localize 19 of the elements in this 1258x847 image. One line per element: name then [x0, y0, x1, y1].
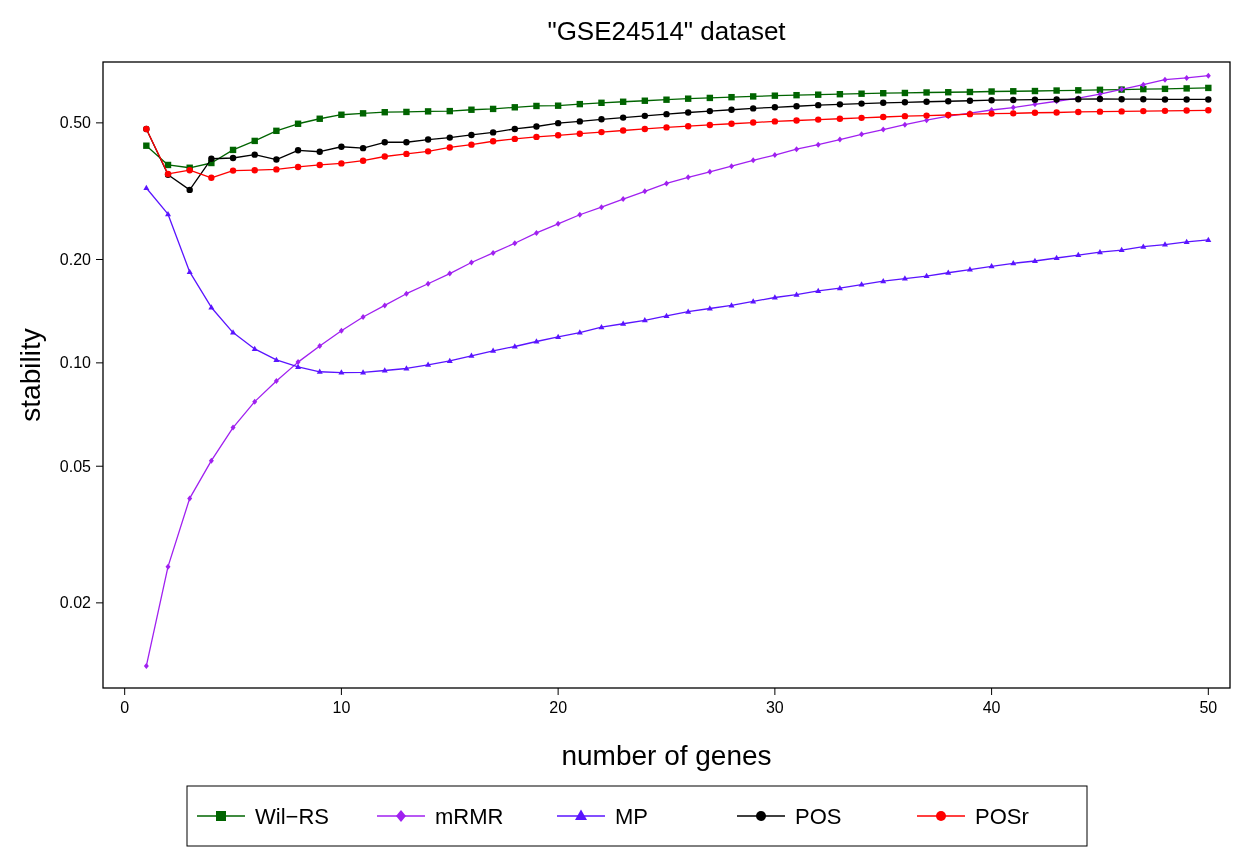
- x-tick-label: 30: [765, 699, 784, 716]
- x-tick-label: 50: [1199, 699, 1218, 716]
- x-axis-title: number of genes: [561, 740, 772, 771]
- legend-label: MP: [615, 803, 648, 829]
- y-tick-label: 0.02: [59, 594, 92, 612]
- y-tick-label: 0.50: [59, 114, 92, 132]
- x-tick-label: 40: [982, 699, 1001, 716]
- y-tick-label: 0.10: [59, 354, 92, 372]
- y-axis-title: stability: [15, 328, 46, 422]
- chart-title: "GSE24514" dataset: [547, 16, 787, 46]
- legend-label: POSr: [975, 803, 1029, 829]
- legend-label: Wil−RS: [255, 803, 329, 829]
- y-tick-label: 0.20: [59, 251, 92, 269]
- x-tick-label: 10: [332, 699, 351, 716]
- y-tick-label: 0.05: [59, 457, 92, 475]
- legend-label: POS: [795, 803, 842, 829]
- x-tick-label: 20: [549, 699, 568, 716]
- legend-label: mRMR: [435, 803, 504, 829]
- x-tick-label: 0: [120, 699, 130, 716]
